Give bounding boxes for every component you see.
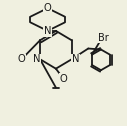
Text: Br: Br: [98, 33, 109, 43]
Text: O: O: [60, 74, 67, 84]
Text: O: O: [44, 3, 52, 13]
Text: N: N: [44, 26, 51, 36]
Text: N: N: [33, 54, 40, 64]
Text: O: O: [18, 54, 26, 64]
Text: N: N: [72, 54, 79, 64]
